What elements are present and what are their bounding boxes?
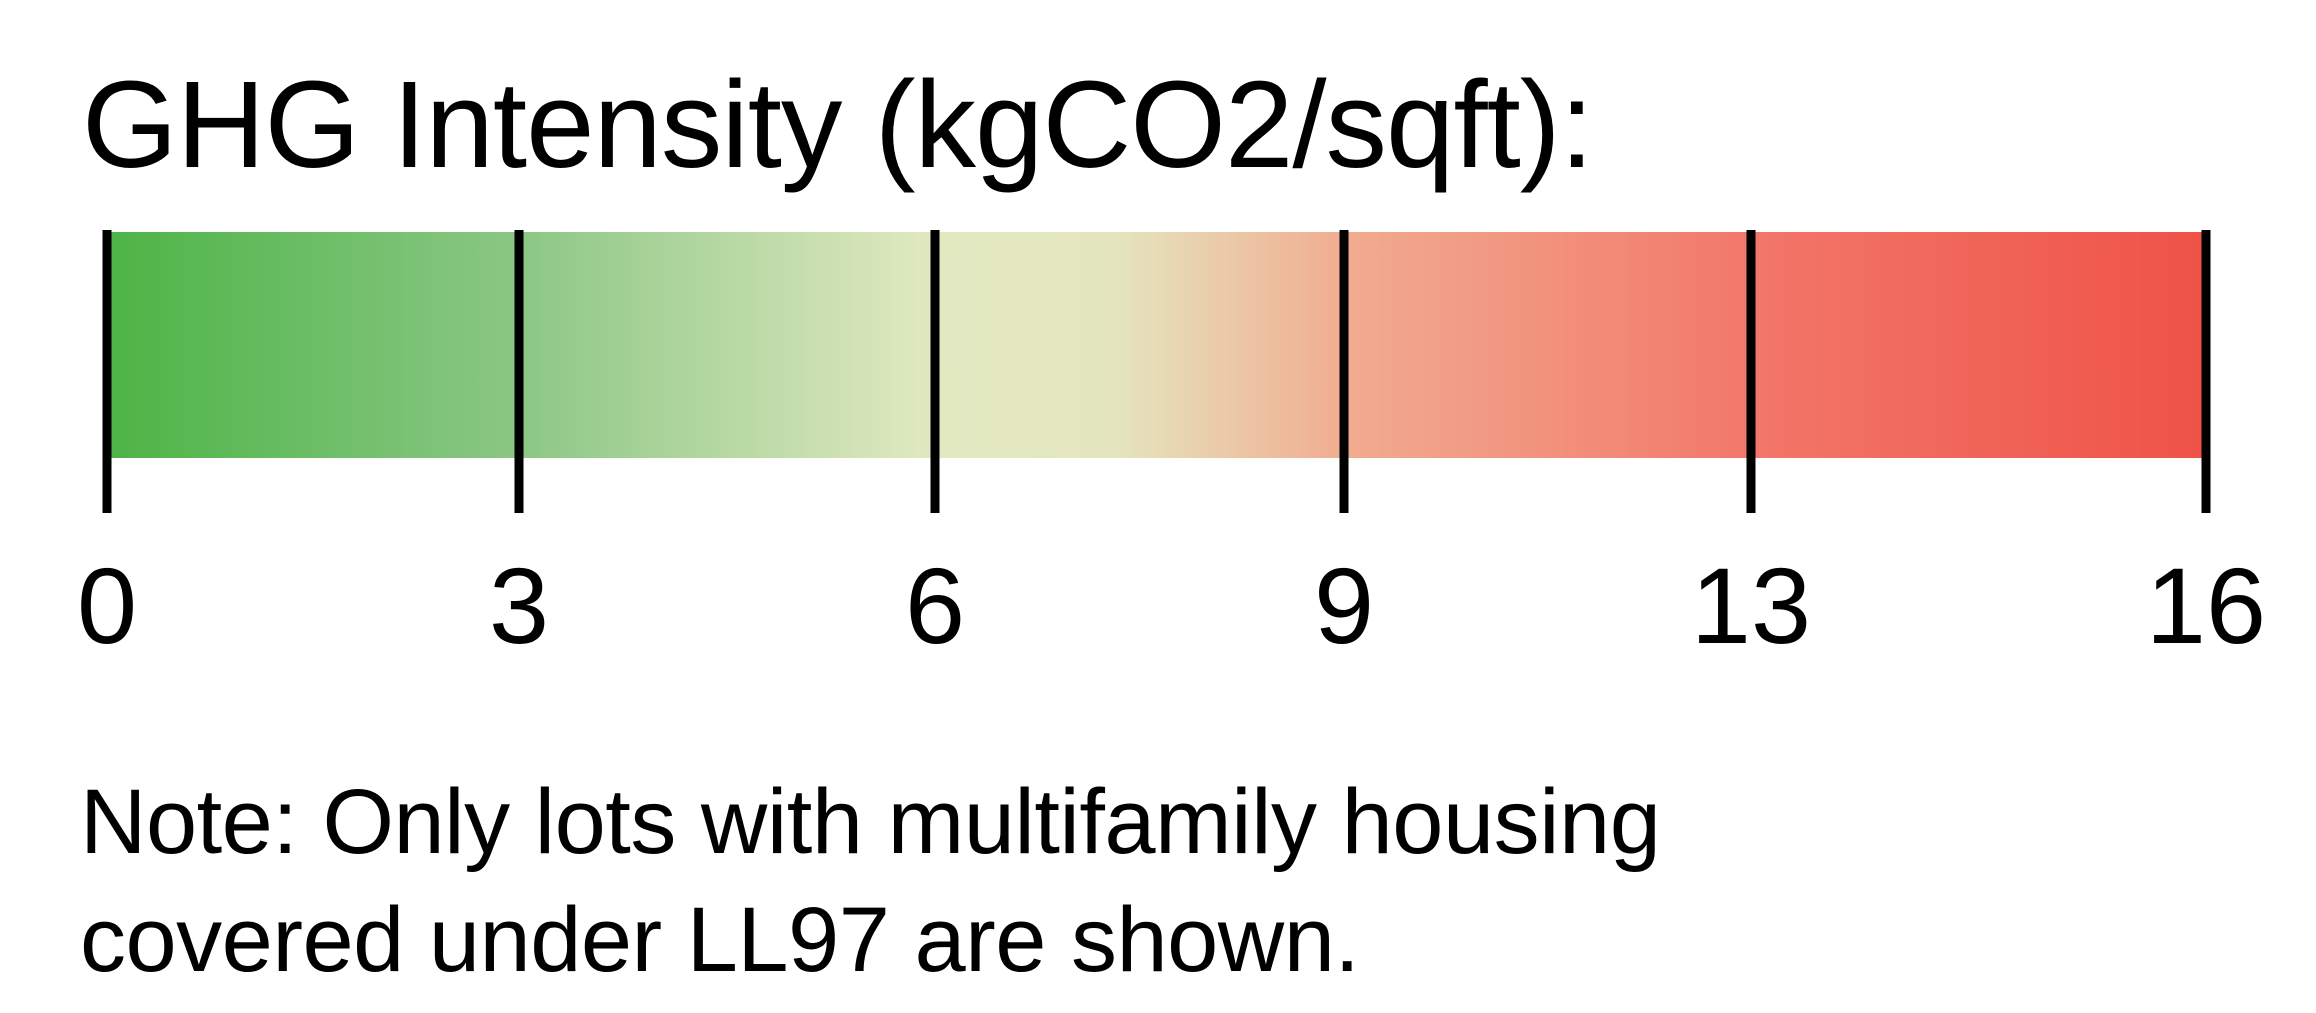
tick-label-13: 13 xyxy=(1691,545,1811,666)
legend-title: GHG Intensity (kgCO2/sqft): xyxy=(82,57,1594,194)
tick-label-3: 3 xyxy=(489,545,549,666)
color-scale: 0 3 6 9 13 16 xyxy=(77,230,2266,666)
tick-group: 0 3 6 9 13 16 xyxy=(77,230,2266,666)
tick-label-6: 6 xyxy=(905,545,965,666)
tick-label-16: 16 xyxy=(2146,545,2266,666)
tick-label-0: 0 xyxy=(77,545,137,666)
note-line-2: covered under LL97 are shown. xyxy=(80,889,1360,991)
tick-label-9: 9 xyxy=(1314,545,1374,666)
note-line-1: Note: Only lots with multifamily housing xyxy=(80,771,1661,873)
note-text: Note: Only lots with multifamily housing… xyxy=(80,763,1661,999)
color-scale-bar xyxy=(107,232,2206,458)
